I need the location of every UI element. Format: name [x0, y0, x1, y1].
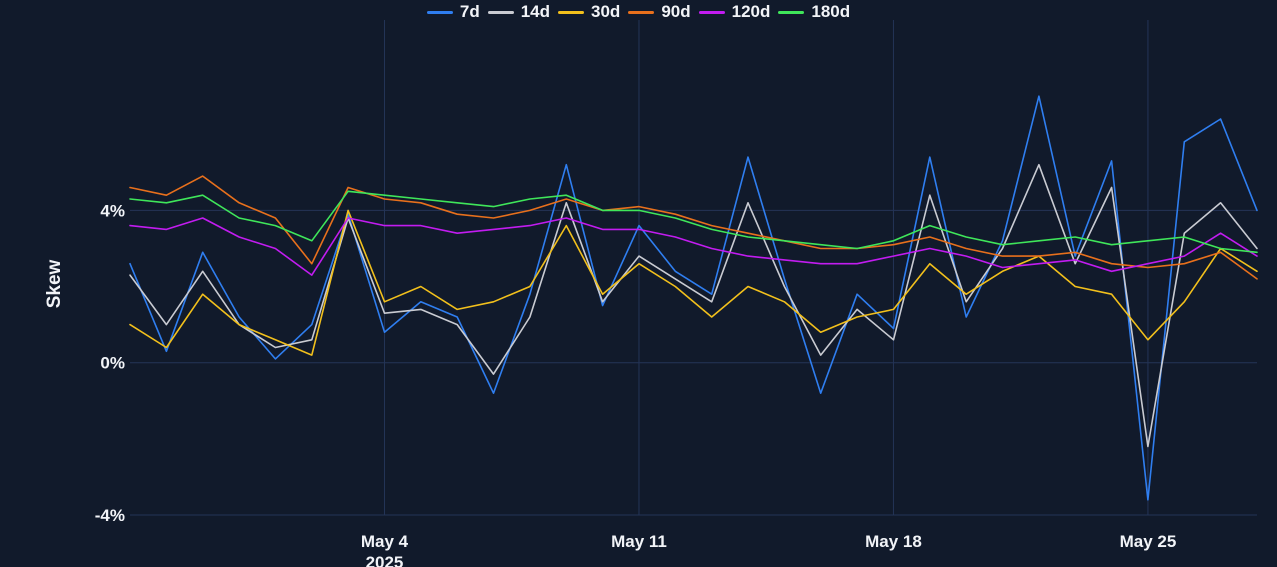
- legend-swatch: [628, 10, 655, 14]
- legend-label: 30d: [591, 2, 621, 21]
- legend-label: 90d: [661, 2, 691, 21]
- x-tick-sublabel: 2025: [366, 553, 404, 567]
- grid: [130, 20, 1257, 516]
- series-line-90d: [129, 175, 1258, 280]
- legend-swatch: [487, 10, 514, 14]
- legend-swatch: [558, 10, 585, 14]
- legend-label: 180d: [811, 2, 851, 21]
- legend-item-120d[interactable]: 120d: [698, 2, 771, 22]
- x-tick-label: May 4: [361, 532, 409, 551]
- legend-item-7d[interactable]: 7d: [426, 2, 480, 22]
- series-line-30d: [129, 209, 1258, 356]
- x-tick-label: May 11: [611, 532, 667, 551]
- x-tick-label: May 25: [1120, 532, 1177, 551]
- series-line-120d: [129, 217, 1258, 276]
- legend-label: 120d: [731, 2, 771, 21]
- legend-swatch: [698, 10, 725, 14]
- legend: 7d 14d 30d 90d 120d 180d: [0, 2, 1277, 22]
- legend-label: 14d: [520, 2, 551, 21]
- y-tick-label: -4%: [95, 506, 125, 525]
- legend-label: 7d: [459, 2, 480, 21]
- legend-item-14d[interactable]: 14d: [487, 2, 551, 22]
- y-tick-label: 0%: [100, 354, 125, 373]
- series-line-14d: [129, 163, 1258, 448]
- y-tick-label: 4%: [100, 201, 125, 220]
- legend-item-180d[interactable]: 180d: [778, 2, 850, 22]
- legend-swatch: [426, 10, 453, 14]
- legend-swatch: [778, 10, 805, 14]
- legend-item-30d[interactable]: 30d: [558, 2, 620, 22]
- x-tick-label: May 18: [865, 532, 922, 551]
- series-lines: [129, 95, 1258, 501]
- axis-ticks: -4% 0% 4% May 4 2025 May 11 May 18 May 25: [95, 201, 1177, 567]
- series-line-7d: [129, 95, 1258, 501]
- series-line-180d: [129, 190, 1258, 254]
- legend-item-90d[interactable]: 90d: [628, 2, 691, 22]
